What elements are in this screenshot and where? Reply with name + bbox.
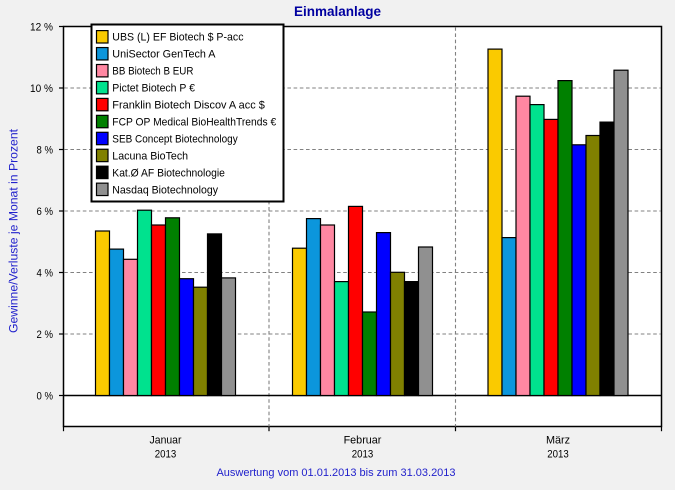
svg-text:Kat.Ø AF Biotechnologie: Kat.Ø AF Biotechnologie	[112, 167, 225, 179]
svg-text:2013: 2013	[155, 448, 177, 460]
svg-text:Gewinne/Verluste je Monat in P: Gewinne/Verluste je Monat in Prozent	[8, 128, 20, 333]
svg-text:Franklin Biotech Discov A acc: Franklin Biotech Discov A acc $	[112, 100, 264, 112]
svg-text:FCP OP Medical BioHealthTrends: FCP OP Medical BioHealthTrends €	[112, 116, 276, 128]
svg-text:Einmalanlage: Einmalanlage	[294, 4, 382, 19]
svg-text:2013: 2013	[352, 448, 374, 460]
svg-text:Auswertung vom 01.01.2013 bis: Auswertung vom 01.01.2013 bis zum 31.03.…	[216, 467, 455, 479]
svg-text:Januar: Januar	[150, 435, 182, 447]
svg-text:0 %: 0 %	[37, 390, 54, 402]
svg-text:Lacuna BioTech: Lacuna BioTech	[112, 150, 188, 162]
svg-text:Februar: Februar	[344, 435, 382, 447]
svg-text:4 %: 4 %	[37, 267, 54, 279]
svg-text:2 %: 2 %	[37, 329, 54, 341]
svg-text:10 %: 10 %	[30, 83, 53, 95]
svg-text:6 %: 6 %	[37, 206, 54, 218]
svg-text:2013: 2013	[547, 448, 569, 460]
svg-text:Nasdaq Biotechnology: Nasdaq Biotechnology	[112, 184, 218, 196]
svg-text:SEB Concept Biotechnology: SEB Concept Biotechnology	[112, 133, 238, 145]
svg-text:März: März	[546, 435, 570, 447]
svg-text:BB Biotech B EUR: BB Biotech B EUR	[112, 66, 193, 78]
svg-text:8 %: 8 %	[37, 144, 54, 156]
svg-text:UniSector GenTech A: UniSector GenTech A	[112, 49, 216, 61]
svg-text:UBS (L) EF Biotech $ P-acc: UBS (L) EF Biotech $ P-acc	[112, 32, 244, 44]
svg-text:12 %: 12 %	[30, 21, 53, 33]
svg-text:Pictet Biotech P €: Pictet Biotech P €	[112, 83, 195, 95]
